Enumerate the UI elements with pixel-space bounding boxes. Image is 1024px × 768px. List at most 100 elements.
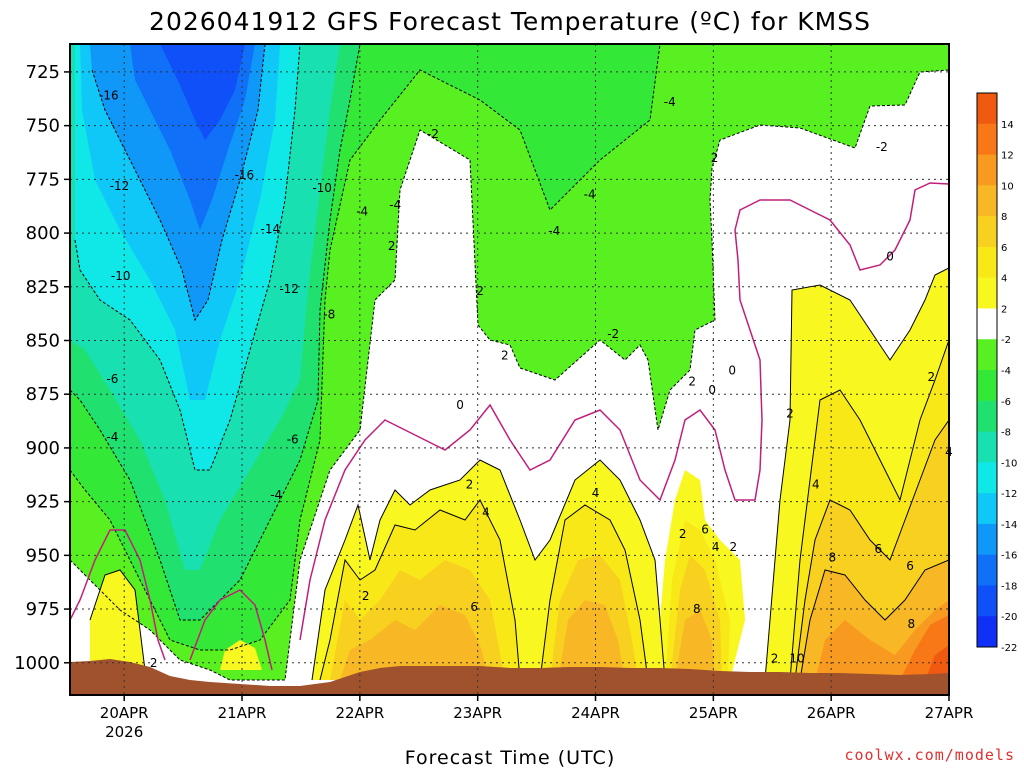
contour-label: 0 <box>456 398 464 412</box>
contour-label: -12 <box>279 282 299 296</box>
contour-label: 0 <box>886 250 894 264</box>
contour-label: 2 <box>711 151 719 165</box>
colorbar-swatch <box>977 185 997 217</box>
contour-label: -16 <box>235 168 255 182</box>
contour-label: -4 <box>389 198 401 212</box>
contour-label: 2 <box>476 284 484 298</box>
colorbar-swatch <box>977 462 997 494</box>
contour-label: 0 <box>708 383 716 397</box>
x-axis-label: Forecast Time (UTC) <box>405 747 615 768</box>
terrain-ground <box>70 659 949 695</box>
x-tick-label: 26APR <box>807 704 856 722</box>
colorbar-swatch <box>977 523 997 556</box>
contour-2 <box>89 569 146 671</box>
colorbar: 14 12 10 8 6 4 2 -2 -4 -6 -8 -10 -12 -14 -16 -18 -20 -22 <box>976 92 1017 654</box>
fill-minus18-to-minus20 <box>160 44 245 140</box>
contour-label: 2 <box>150 656 158 670</box>
contour-zero-c <box>299 182 949 641</box>
colorbar-swatch <box>977 554 997 586</box>
contour-label: 4 <box>812 477 820 491</box>
contour-label: -4 <box>548 224 560 238</box>
colorbar-swatch <box>977 93 997 125</box>
fill-above-14 <box>925 645 949 680</box>
contour-label: 4 <box>482 505 490 519</box>
contour-label: 6 <box>470 600 478 614</box>
contour-label: -4 <box>664 95 676 109</box>
colorbar-tick-label: 2 <box>1001 304 1007 315</box>
colorbar-tick-label: 10 <box>1001 181 1014 192</box>
colorbar-tick-label: -10 <box>1001 458 1017 469</box>
colorbar-swatch <box>977 246 997 279</box>
colorbar-tick-label: 14 <box>1001 120 1014 131</box>
colorbar-swatch <box>977 431 997 463</box>
x-tick-label: 25APR <box>689 704 738 722</box>
contour-label: -12 <box>110 179 130 193</box>
x-tick-label: 23APR <box>453 704 502 722</box>
contour-label: 2 <box>771 651 779 665</box>
contour-4-b <box>539 504 649 681</box>
contour-label: -14 <box>261 222 281 236</box>
credit-link[interactable]: coolwx.com/models <box>844 746 1015 764</box>
contour-label: 2 <box>362 589 370 603</box>
x-tick-label: 22APR <box>335 704 384 722</box>
contour-label: 6 <box>906 559 914 573</box>
x-tick-label: 27APR <box>925 704 974 722</box>
y-tick-label: 950 <box>26 545 60 566</box>
chart-title: 2026041912 GFS Forecast Temperature (ºC)… <box>149 7 871 36</box>
contour-6 <box>794 419 949 681</box>
contour-8 <box>799 559 949 681</box>
y-tick-label: 900 <box>26 438 60 459</box>
colorbar-frame <box>976 92 998 648</box>
contour-4-c <box>789 339 949 681</box>
contour-label: 10 <box>789 651 804 665</box>
y-tick-label: 725 <box>26 62 60 83</box>
colorbar-tick-label: 4 <box>1001 274 1007 285</box>
y-tick-label: 875 <box>26 384 60 405</box>
colorbar-swatch <box>977 308 997 340</box>
colorbar-swatch <box>977 370 997 402</box>
fill-layer <box>70 44 949 695</box>
contour-label: -10 <box>312 181 332 195</box>
colorbar-swatch <box>977 400 997 433</box>
contour-label: 2 <box>388 239 396 253</box>
contour-label: -6 <box>287 432 299 446</box>
colorbar-tick-label: -18 <box>1001 581 1017 592</box>
contour-minus16 <box>91 44 266 322</box>
colorbar-swatch <box>977 493 997 525</box>
contour-label: 6 <box>874 542 882 556</box>
colorbar-tick-label: -2 <box>1001 335 1011 346</box>
contour-label: 8 <box>829 550 837 564</box>
fill-8-to-10-a <box>340 605 488 680</box>
colorbar-swatch <box>977 616 997 648</box>
contour-label: 2 <box>786 407 794 421</box>
colorbar-swatch <box>977 339 997 371</box>
contour-minus12 <box>74 44 301 471</box>
fill-8-to-10-b <box>558 600 625 680</box>
contour-label: 6 <box>701 523 709 537</box>
contour-label: 2 <box>730 540 738 554</box>
contour-zero-a <box>70 529 166 661</box>
colorbar-tick-label: -20 <box>1001 612 1017 623</box>
contour-label: -8 <box>323 308 335 322</box>
contour-label: 0 <box>728 364 736 378</box>
contour-zero-b <box>189 589 273 671</box>
colorbar-swatch <box>977 154 997 186</box>
colorbar-swatch <box>977 123 997 156</box>
colorbar-swatch <box>977 585 997 617</box>
contour-label: -4 <box>584 187 596 201</box>
colorbar-tick-label: -14 <box>1001 520 1017 531</box>
colorbar-tick-label: -16 <box>1001 551 1017 562</box>
colorbar-tick-label: -6 <box>1001 397 1011 408</box>
contour-labels: -16 -16 -12 -10 -14 -12 -10 -8 -6 -6 -4 -4 -2 -4 -4 2 2 2… <box>99 89 953 670</box>
fill-8-to-10-c <box>675 610 715 680</box>
contour-label: -4 <box>270 488 282 502</box>
plot-frame <box>69 43 950 696</box>
contour-2-c <box>764 267 949 681</box>
contour-label: 2 <box>466 477 474 491</box>
y-tick-label: 975 <box>26 599 60 620</box>
colorbar-swatch <box>977 216 997 248</box>
contour-label: -4 <box>106 430 118 444</box>
colorbar-tick-label: -8 <box>1001 428 1011 439</box>
contour-label: -2 <box>607 327 619 341</box>
